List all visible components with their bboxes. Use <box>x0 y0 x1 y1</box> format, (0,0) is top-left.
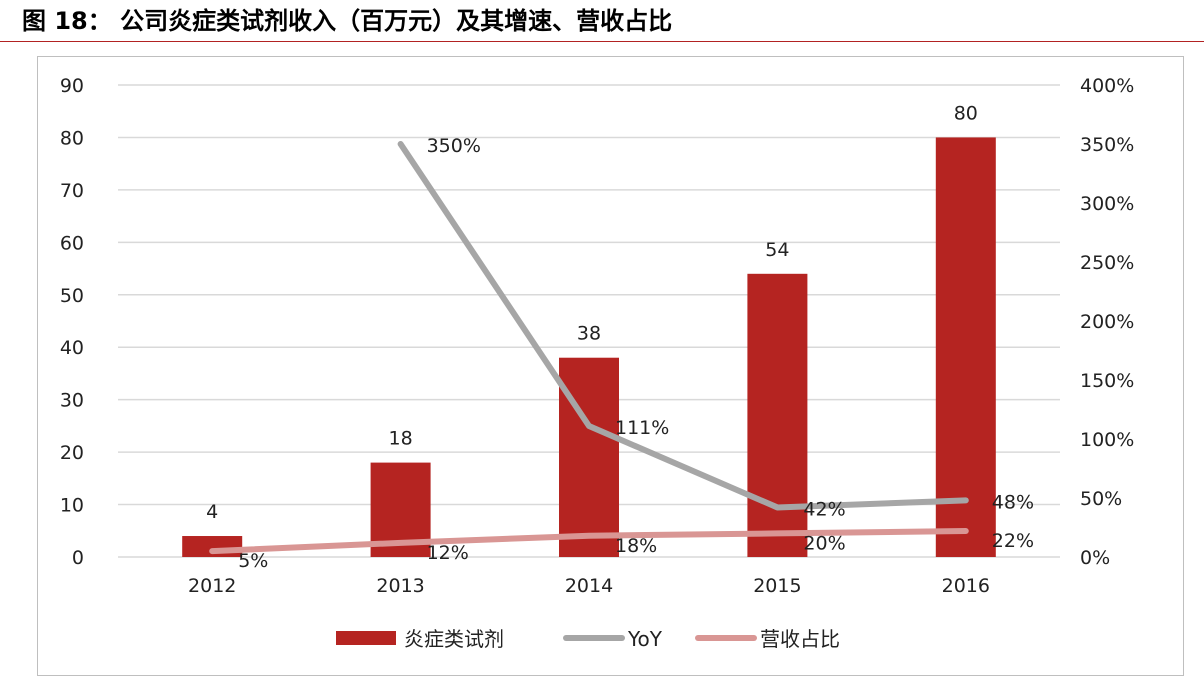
y-right-tick-label: 50% <box>1080 488 1122 510</box>
x-tick-label: 2012 <box>188 575 236 597</box>
figure-title: 图 18： 公司炎症类试剂收入（百万元）及其增速、营收占比 <box>22 7 673 35</box>
bar <box>747 273 808 557</box>
y-left-tick-label: 50 <box>60 285 84 307</box>
y-right-tick-label: 250% <box>1080 252 1134 274</box>
chart-frame <box>37 56 1184 676</box>
y-left-tick-label: 0 <box>72 547 84 569</box>
y-right-tick-label: 0% <box>1080 547 1110 569</box>
y-right-tick-label: 150% <box>1080 370 1134 392</box>
legend-share-label: 营收占比 <box>760 627 840 651</box>
y-left-tick-label: 90 <box>60 75 84 97</box>
legend-bar-label: 炎症类试剂 <box>404 627 504 651</box>
share-data-label: 22% <box>992 530 1034 552</box>
bar-data-label: 38 <box>577 323 601 345</box>
y-left-tick-label: 30 <box>60 390 84 412</box>
x-tick-label: 2015 <box>753 575 801 597</box>
share-data-label: 12% <box>427 542 469 564</box>
x-tick-label: 2013 <box>376 575 424 597</box>
bar-data-label: 54 <box>765 239 789 261</box>
bar <box>559 357 619 557</box>
yoy-data-label: 42% <box>803 498 845 520</box>
bar-series <box>182 137 996 557</box>
yoy-data-label: 350% <box>427 135 481 157</box>
yoy-line <box>397 141 969 511</box>
bar-data-label: 4 <box>206 501 218 523</box>
data-labels: 4 18 38 54 80 5% 12% 18% 20% 22% 350% 111% 42% 48% <box>206 102 1034 572</box>
bar-data-label: 80 <box>954 102 978 124</box>
y-right-tick-label: 350% <box>1080 134 1134 156</box>
yoy-data-label: 111% <box>615 417 669 439</box>
y-right-tick-label: 400% <box>1080 75 1134 97</box>
legend-bar-swatch <box>336 631 396 645</box>
share-data-label: 5% <box>238 550 268 572</box>
title-rule <box>0 41 1204 42</box>
x-tick-label: 2014 <box>565 575 613 597</box>
y-right-tick-label: 100% <box>1080 429 1134 451</box>
axes: 0 10 20 30 40 50 60 70 80 90 0% 50% 100% 150% 200% 250%… <box>60 75 1135 597</box>
share-line <box>209 528 969 555</box>
y-left-tick-label: 60 <box>60 232 84 254</box>
x-tick-label: 2016 <box>942 575 990 597</box>
y-left-tick-label: 20 <box>60 442 84 464</box>
share-data-label: 20% <box>803 532 845 554</box>
y-left-tick-label: 80 <box>60 127 84 149</box>
legend: 炎症类试剂 YoY 营收占比 <box>336 627 840 651</box>
y-right-tick-label: 200% <box>1080 311 1134 333</box>
line-series <box>209 141 969 555</box>
y-left-tick-label: 40 <box>60 337 84 359</box>
y-left-tick-label: 10 <box>60 495 84 517</box>
y-right-tick-label: 300% <box>1080 193 1134 215</box>
y-left-tick-label: 70 <box>60 180 84 202</box>
bar-data-label: 18 <box>389 428 413 450</box>
bar <box>935 137 996 557</box>
yoy-data-label: 48% <box>992 491 1034 513</box>
legend-yoy-label: YoY <box>627 627 663 651</box>
share-data-label: 18% <box>615 535 657 557</box>
